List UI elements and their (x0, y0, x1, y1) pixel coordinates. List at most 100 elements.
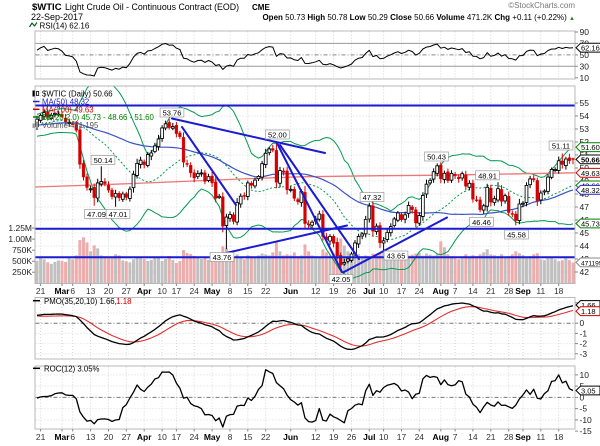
svg-text:45.58: 45.58 (507, 231, 526, 240)
svg-text:7: 7 (453, 286, 458, 296)
svg-text:48.32: 48.32 (581, 186, 600, 195)
svg-text:26: 26 (347, 286, 357, 296)
svg-text:21: 21 (486, 432, 496, 442)
svg-text:18: 18 (554, 432, 564, 442)
svg-text:50.14: 50.14 (94, 156, 113, 165)
svg-text:Jul: Jul (363, 432, 375, 442)
svg-text:Volume 471,195: Volume 471,195 (42, 121, 99, 130)
svg-text:17: 17 (172, 432, 182, 442)
svg-text:15: 15 (243, 432, 253, 442)
svg-text:6: 6 (70, 432, 75, 442)
svg-text:BB(20,2.0) 45.73 - 48.66 - 51.: BB(20,2.0) 45.73 - 48.66 - 51.60 (42, 113, 154, 122)
svg-text:53: 53 (580, 124, 590, 134)
svg-text:21: 21 (36, 286, 46, 296)
svg-text:24: 24 (415, 432, 425, 442)
svg-text:51.11: 51.11 (552, 142, 570, 151)
svg-text:51.60: 51.60 (581, 143, 600, 152)
svg-text:24: 24 (189, 432, 199, 442)
svg-text:47.01: 47.01 (109, 210, 128, 219)
svg-text:28: 28 (504, 286, 514, 296)
svg-text:19: 19 (329, 286, 339, 296)
svg-text:54: 54 (580, 111, 590, 121)
svg-text:500K: 500K (12, 256, 32, 266)
svg-text:62.16: 62.16 (581, 44, 600, 53)
svg-text:19: 19 (329, 432, 339, 442)
svg-text:55: 55 (580, 98, 590, 108)
svg-text:1.66: 1.66 (581, 301, 596, 310)
svg-text:14: 14 (468, 432, 478, 442)
svg-text:7: 7 (453, 432, 458, 442)
svg-text:MA(50) 48.32: MA(50) 48.32 (42, 98, 89, 107)
svg-text:Apr: Apr (137, 286, 152, 296)
svg-text:6: 6 (70, 286, 75, 296)
svg-text:22: 22 (261, 432, 271, 442)
svg-text:43.65: 43.65 (387, 252, 406, 261)
svg-text:Jun: Jun (283, 286, 298, 296)
svg-text:10: 10 (580, 370, 590, 380)
svg-text:10: 10 (379, 432, 389, 442)
svg-text:47: 47 (580, 202, 590, 212)
svg-text:24: 24 (189, 286, 199, 296)
svg-text:43.76: 43.76 (213, 253, 232, 262)
svg-text:Sep: Sep (515, 286, 531, 296)
svg-text:1.00M: 1.00M (8, 234, 32, 244)
svg-text:45.73: 45.73 (581, 220, 600, 229)
svg-text:21: 21 (36, 432, 46, 442)
svg-text:Mar: Mar (54, 432, 70, 442)
svg-text:0: 0 (580, 318, 585, 328)
svg-text:50.66: 50.66 (581, 155, 600, 164)
svg-text:-10: -10 (580, 415, 593, 425)
svg-text:1.25M: 1.25M (8, 223, 32, 233)
svg-text:20: 20 (104, 432, 114, 442)
svg-text:Jun: Jun (283, 432, 298, 442)
svg-text:Apr: Apr (137, 432, 152, 442)
svg-text:-3: -3 (580, 349, 588, 359)
svg-text:17: 17 (397, 432, 407, 442)
svg-text:11: 11 (536, 286, 545, 296)
svg-text:Aug: Aug (433, 286, 450, 296)
svg-text:50: 50 (580, 50, 590, 60)
svg-text:45: 45 (580, 228, 590, 238)
svg-text:250K: 250K (12, 267, 32, 277)
svg-text:53.76: 53.76 (163, 109, 182, 118)
svg-text:42.05: 42.05 (332, 275, 351, 284)
svg-text:48.91: 48.91 (478, 171, 497, 180)
svg-text:52.00: 52.00 (268, 131, 287, 140)
svg-text:47.09: 47.09 (87, 210, 106, 219)
svg-text:49.63: 49.63 (581, 169, 600, 178)
svg-text:-2: -2 (580, 339, 588, 349)
svg-text:21: 21 (486, 286, 496, 296)
svg-text:-1: -1 (580, 328, 588, 338)
svg-text:MA(200) 49.63: MA(200) 49.63 (42, 105, 94, 114)
svg-text:17: 17 (172, 286, 182, 296)
svg-text:50.43: 50.43 (427, 153, 446, 162)
svg-text:$WTIC: $WTIC (32, 2, 62, 13)
svg-text:22-Sep-2017: 22-Sep-2017 (31, 12, 83, 22)
svg-text:13: 13 (86, 286, 96, 296)
svg-text:8: 8 (228, 432, 233, 442)
svg-text:15: 15 (243, 286, 253, 296)
svg-text:-5: -5 (580, 404, 588, 414)
svg-text:Open 50.73 High 50.78 Low 50.2: Open 50.73 High 50.78 Low 50.29 Close 50… (262, 13, 575, 22)
svg-text:27: 27 (122, 286, 132, 296)
svg-text:12: 12 (311, 286, 321, 296)
svg-text:10: 10 (379, 286, 389, 296)
svg-text:90: 90 (580, 27, 590, 37)
svg-text:10: 10 (580, 73, 590, 83)
svg-text:750K: 750K (12, 245, 32, 255)
svg-text:Mar: Mar (54, 286, 70, 296)
svg-text:47.32: 47.32 (363, 193, 382, 202)
svg-text:May: May (204, 286, 221, 296)
svg-text:13: 13 (86, 432, 96, 442)
svg-text:May: May (204, 432, 221, 442)
svg-text:27: 27 (122, 432, 132, 442)
svg-text:44: 44 (580, 241, 590, 251)
svg-text:28: 28 (504, 432, 514, 442)
svg-text:1.18: 1.18 (116, 297, 131, 306)
svg-text:Sep: Sep (515, 432, 531, 442)
svg-text:CME: CME (252, 3, 270, 12)
svg-text:20: 20 (104, 286, 114, 296)
svg-text:3.05: 3.05 (581, 387, 596, 396)
svg-text:1.18: 1.18 (581, 307, 596, 316)
svg-text:24: 24 (415, 286, 425, 296)
